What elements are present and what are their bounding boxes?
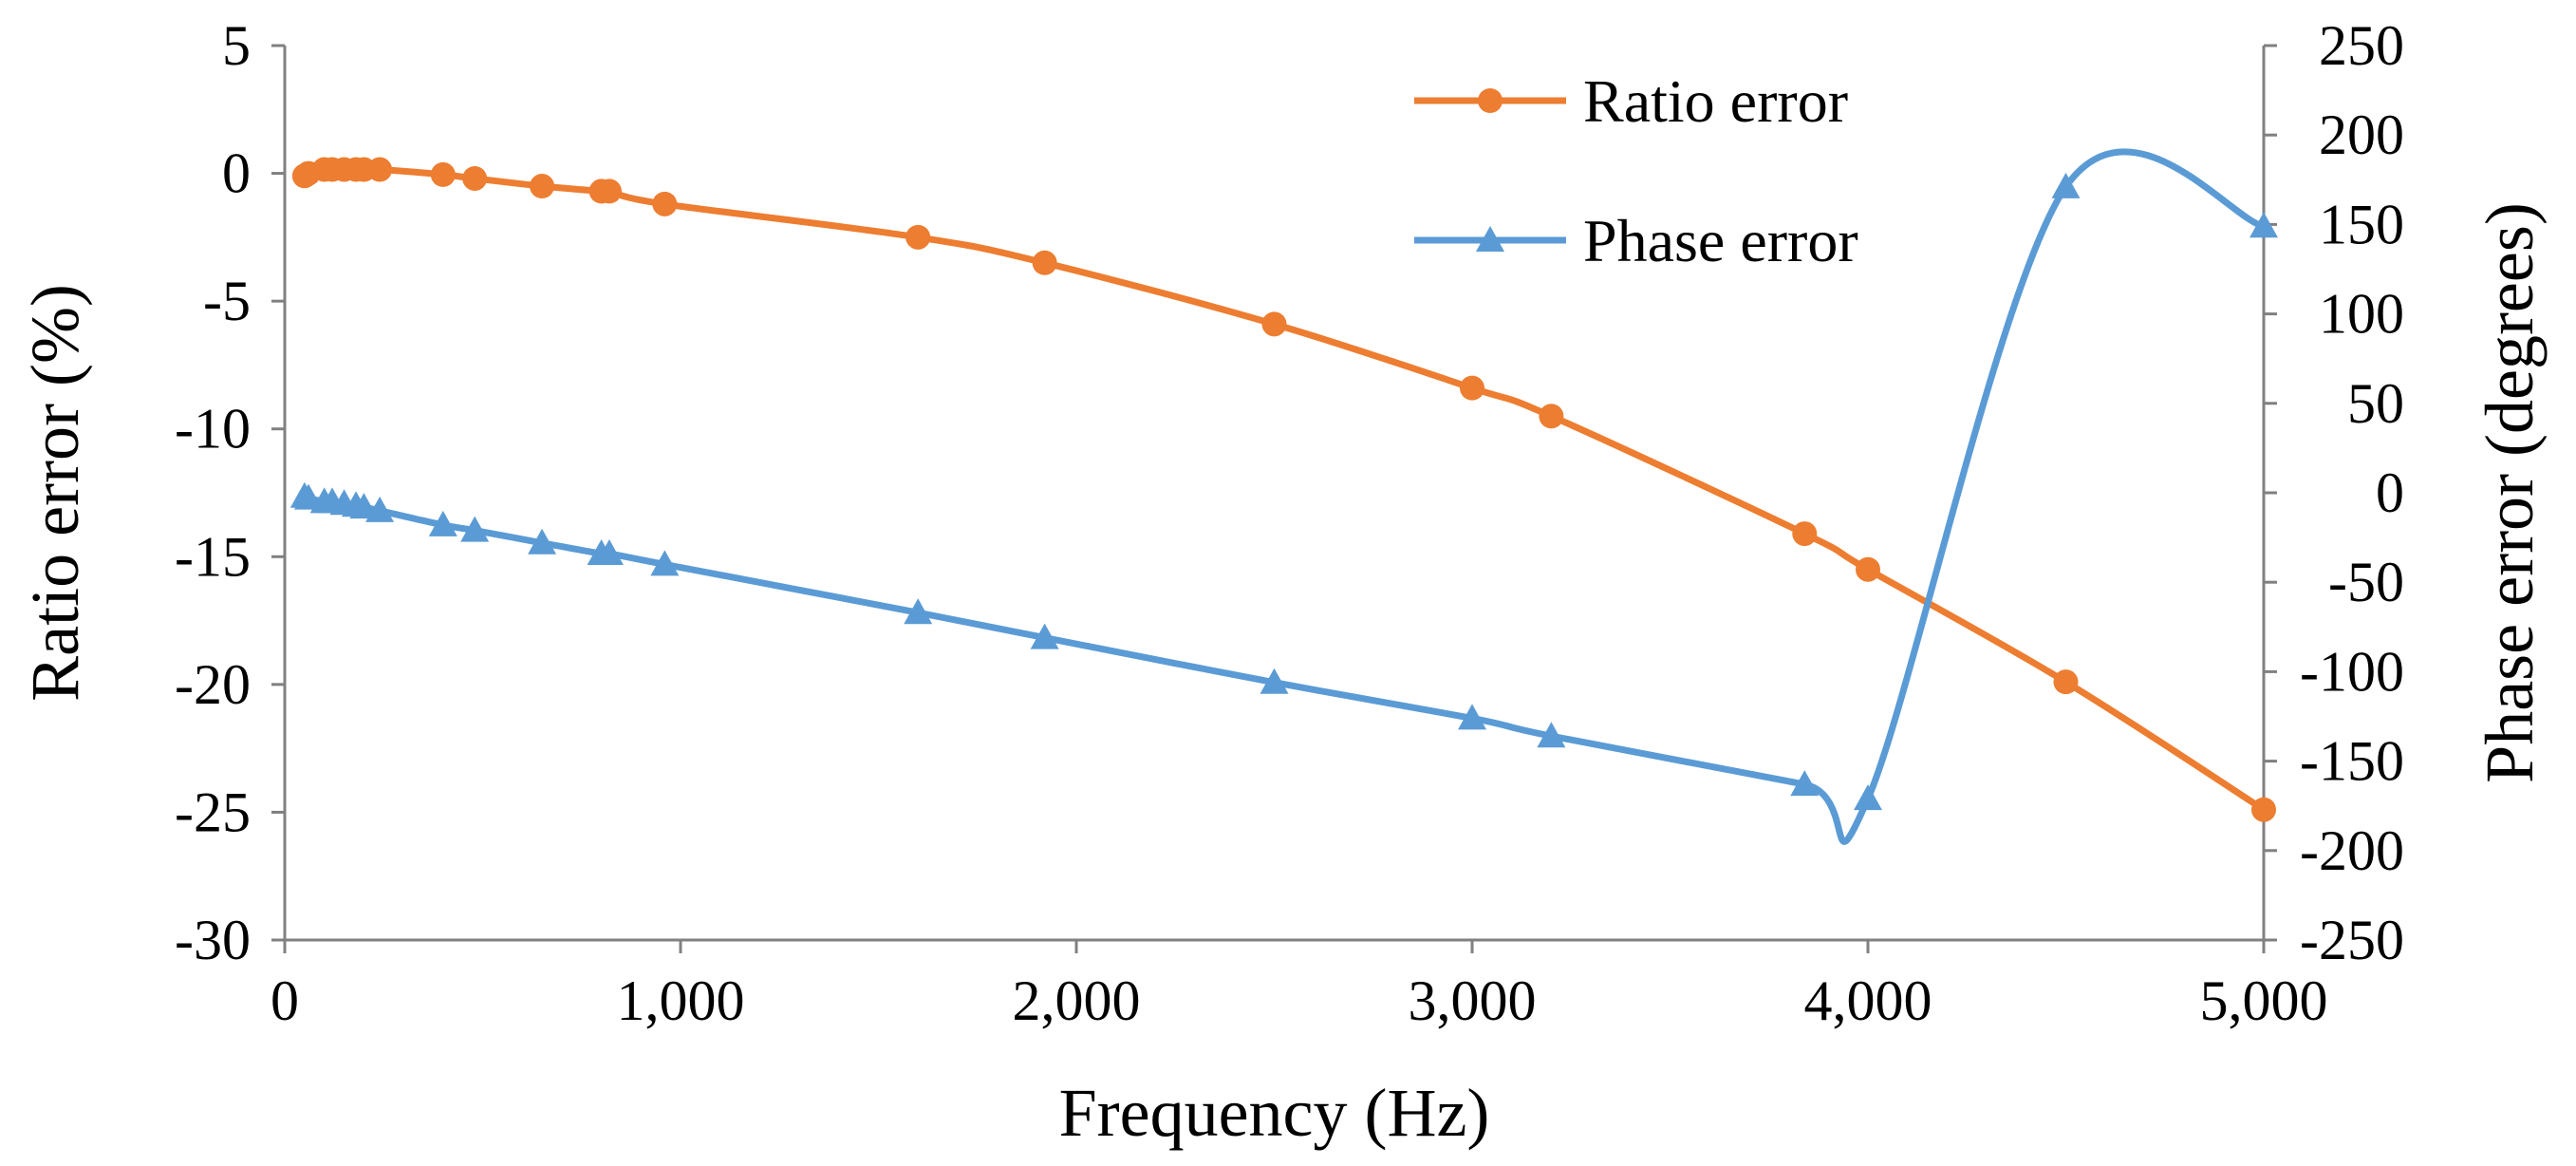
series-line — [301, 148, 2268, 845]
data-point — [430, 161, 456, 187]
data-point — [650, 550, 680, 576]
y2-tick-label: 150 — [2319, 193, 2404, 255]
data-point — [2249, 212, 2278, 238]
data-point — [1032, 250, 1057, 275]
data-point — [1792, 521, 1818, 547]
phase-error-series — [289, 148, 2278, 845]
legend-item-phase-error: Phase error — [1414, 207, 1858, 274]
y2-tick-label: -250 — [2300, 909, 2404, 971]
data-point — [367, 157, 393, 182]
data-point — [1856, 556, 1880, 582]
data-point — [1539, 404, 1564, 429]
x-tick-label: 3,000 — [1409, 969, 1537, 1032]
data-point — [652, 191, 678, 216]
legend-label: Ratio error — [1583, 67, 1848, 135]
y-axis-title: Ratio error (%) — [17, 284, 93, 702]
data-point — [1458, 704, 1486, 730]
data-point — [1460, 375, 1484, 401]
legend-marker — [1478, 88, 1503, 113]
x-tick-label: 5,000 — [2200, 969, 2328, 1032]
y2-tick-label: -50 — [2328, 551, 2404, 613]
y-tick-label: -20 — [175, 653, 251, 716]
y2-tick-label: 200 — [2319, 103, 2404, 166]
data-point — [460, 516, 490, 542]
x-tick-label: 1,000 — [617, 969, 745, 1032]
y-tick-label: -25 — [175, 780, 251, 843]
y2-tick-label: -150 — [2300, 730, 2404, 793]
data-point — [1260, 668, 1289, 694]
y2-tick-label: 0 — [2376, 461, 2404, 524]
data-point — [596, 179, 622, 204]
y2-tick-label: 100 — [2319, 283, 2404, 346]
y-tick-label: 5 — [222, 14, 251, 77]
series-line — [301, 165, 2268, 814]
x-tick-label: 2,000 — [1013, 969, 1141, 1032]
data-point — [1537, 722, 1566, 748]
data-point — [365, 496, 395, 522]
axes: 0 1,000 2,000 3,000 4,000 5,00050-5-10-15-20-… — [175, 14, 2404, 1032]
legend-marker — [1476, 226, 1504, 252]
data-point — [294, 483, 324, 510]
data-point — [349, 493, 379, 519]
y-tick-label: -15 — [175, 525, 251, 588]
y-tick-label: -5 — [203, 270, 251, 332]
y2-tick-label: 250 — [2319, 14, 2404, 77]
data-point — [1790, 770, 1820, 797]
y2-tick-label: -100 — [2300, 640, 2404, 703]
data-point — [1854, 784, 1882, 811]
data-point — [528, 528, 557, 555]
y2-tick-label: -200 — [2300, 819, 2404, 882]
series-layer — [289, 148, 2278, 845]
y-tick-label: -10 — [175, 398, 251, 461]
data-point — [1261, 311, 1287, 337]
data-point — [530, 174, 555, 199]
legend-label: Phase error — [1583, 207, 1858, 274]
y2-tick-label: 50 — [2347, 372, 2404, 435]
legend-item-ratio-error: Ratio error — [1414, 67, 1848, 135]
data-point — [905, 224, 931, 250]
data-point — [1030, 623, 1059, 649]
data-point — [594, 539, 624, 566]
y2-axis-title: Phase error (degrees) — [2472, 202, 2548, 783]
data-point — [2251, 797, 2276, 822]
y-tick-label: -30 — [175, 909, 251, 971]
ratio-error-series — [291, 157, 2276, 822]
legend: Ratio error Phase error — [1414, 67, 1858, 274]
data-point — [2053, 669, 2079, 695]
data-point — [2051, 172, 2081, 198]
data-point — [462, 165, 488, 191]
x-tick-label: 4,000 — [1804, 969, 1932, 1032]
x-tick-label: 0 — [271, 969, 299, 1032]
data-point — [428, 510, 457, 536]
x-axis-title: Frequency (Hz) — [1059, 1075, 1490, 1151]
data-point — [904, 598, 933, 625]
y-tick-label: 0 — [222, 142, 251, 205]
